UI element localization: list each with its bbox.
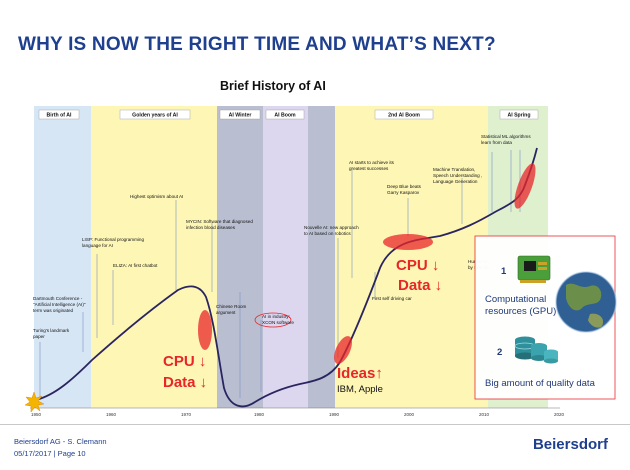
annotation-self-driving: First self driving car [372,296,412,301]
era-label-birth: Birth of AI [47,113,72,119]
beiersdorf-logo: Beiersdorf [532,436,608,453]
annotation-nouvelle: Nouvelle AI: new approach to AI based on… [304,225,360,236]
annotation-pointers [39,150,521,398]
start-burst-icon [24,391,45,413]
footer-company: Beiersdorf AG - S. Clemann [14,437,107,446]
x-tick-label: 2000 [404,412,415,417]
era-band-2nd-boom [335,106,488,408]
2nd-boom-highlight [383,234,433,250]
database-icon [514,336,558,364]
era-label-boom: AI Boom [274,113,296,119]
callout-data-2nd-boom: Data ↓ [398,277,442,294]
annotation-machine-translation: Machine Translation, Speech Understandin… [433,167,484,184]
annotation-chinese-room: Chinese Room argument [216,304,248,315]
annotation-dartmouth: Dartmouth Conference - "Artificial Intel… [33,296,87,313]
annotation-turing: Turing's landmark paper [33,328,70,339]
callout-ideas: Ideas↑ [337,365,383,382]
driver-label-data: Big amount of quality data [485,378,596,389]
annotation-mycin: MYCIN: Software that diagnosed infection… [186,219,254,230]
era-label-2nd-boom: 2nd AI Boom [388,113,420,119]
annotation-optimism: Highest optimism about AI [130,194,183,199]
annotation-deep-blue: Deep Blue beats Garry Kasparov [387,184,422,195]
annotation-eliza: ELIZA: AI first chatbot [113,263,158,268]
annotation-greatest: AI starts to achieve its greatest succes… [349,160,395,171]
annotation-lisp: LISP: Functional programming language fo… [82,237,145,248]
era-band-golden [91,106,217,408]
winter-highlight [198,310,212,350]
footer-date-page: 05/17/2017 | Page 10 [14,449,86,458]
x-tick-label: 1980 [254,412,265,417]
x-tick-label: 1950 [31,412,42,417]
ai-trend-curve [35,147,538,408]
x-tick-label: 2010 [479,412,490,417]
callout-ibm-apple: IBM, Apple [337,384,383,395]
x-tick-label: 2020 [554,412,565,417]
era-label-winter: AI Winter [229,113,252,119]
annotation-xcon: AI in industry: XCON software [262,314,294,325]
era-label-golden: Golden years of AI [132,113,178,119]
x-tick-label: 1990 [329,412,340,417]
x-tick-label: 1970 [181,412,192,417]
era-band-birth [34,106,91,408]
callout-cpu-winter: CPU ↓ [163,353,206,370]
era-band-boom [263,106,308,408]
era-label-spring: AI Spring [507,113,530,119]
annotation-statistical-ml: Statistical ML algorithms learn from dat… [481,134,532,145]
era-band-gap [308,106,335,408]
callout-cpu-2nd-boom: CPU ↓ [396,257,439,274]
driver-number-1: 1 [501,266,507,277]
spring-highlight [514,163,536,209]
boom-highlight [334,336,352,364]
driver-label-gpu: Computational resources (GPU) [485,294,556,317]
slide-title: WHY IS NOW THE RIGHT TIME AND WHAT’S NEX… [18,34,496,55]
globe-icon [555,271,617,333]
chart-subtitle: Brief History of AI [220,79,326,93]
footer-divider [0,424,630,425]
driver-number-2: 2 [497,347,502,358]
x-tick-label: 1960 [106,412,117,417]
xcon-circle [254,312,292,328]
gpu-card-icon [517,255,551,283]
callout-data-winter: Data ↓ [163,374,207,391]
